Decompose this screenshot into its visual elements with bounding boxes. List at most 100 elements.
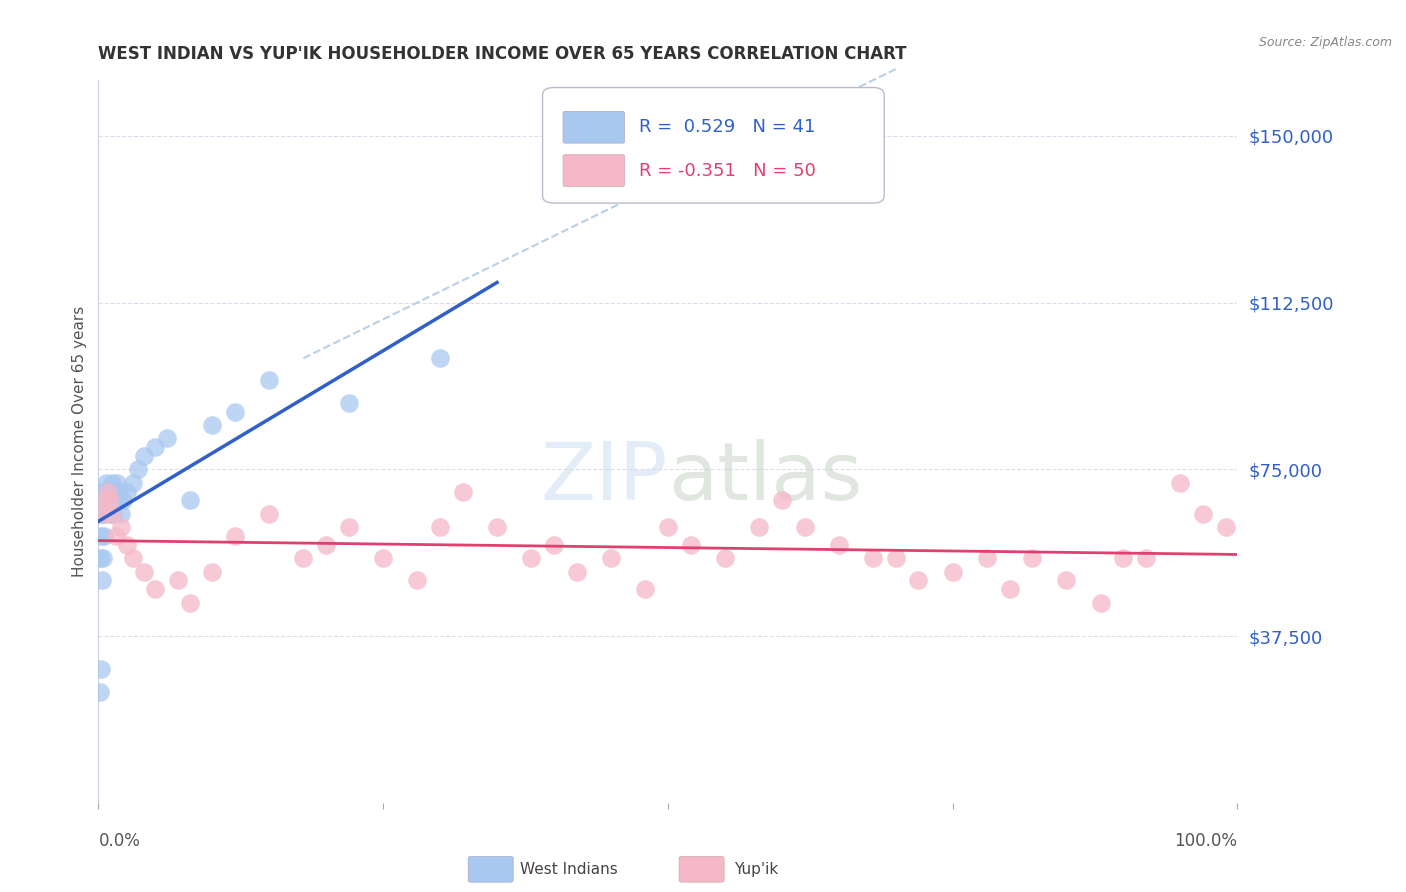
Point [104,484,127,499]
Text: ZIP: ZIP [540,439,668,516]
Point [714,551,737,566]
Point [657,520,679,534]
Point [90,529,112,543]
Point [132,565,155,579]
Point [145,440,167,454]
Point [97,484,120,499]
Point [828,538,851,552]
Point [201,565,224,579]
Text: Source: ZipAtlas.com: Source: ZipAtlas.com [1258,36,1392,49]
Point [486,520,509,534]
Point [98,493,121,508]
Point [91,551,114,566]
Point [600,551,623,566]
Point [406,574,429,588]
Point [1112,551,1135,566]
Point [259,507,281,521]
Point [167,574,190,588]
Point [429,520,451,534]
Text: Yup'ik: Yup'ik [734,863,778,877]
Point [942,565,965,579]
Point [634,582,657,597]
Text: 0.0%: 0.0% [98,831,141,850]
Point [565,565,588,579]
Point [96,493,118,508]
Point [89,551,111,566]
Point [259,373,281,387]
Point [96,484,118,499]
Point [110,520,132,534]
Point [748,520,770,534]
Point [179,596,201,610]
Text: 100.0%: 100.0% [1174,831,1237,850]
Point [862,551,884,566]
Point [337,520,360,534]
Point [115,538,138,552]
Point [93,529,115,543]
Point [90,574,112,588]
Point [100,484,122,499]
Point [1090,596,1112,610]
Point [156,431,179,445]
Point [104,529,127,543]
Point [770,493,793,508]
Point [94,493,117,508]
Point [121,551,143,566]
Point [98,507,121,521]
Text: WEST INDIAN VS YUP'IK HOUSEHOLDER INCOME OVER 65 YEARS CORRELATION CHART: WEST INDIAN VS YUP'IK HOUSEHOLDER INCOME… [98,45,907,63]
Point [429,351,451,366]
Point [1215,520,1237,534]
Point [1170,475,1192,490]
Point [94,507,117,521]
FancyBboxPatch shape [543,87,884,203]
Point [679,538,702,552]
Point [1135,551,1157,566]
Point [98,493,121,508]
Point [292,551,315,566]
Point [96,475,118,490]
Point [93,493,115,508]
Point [108,484,131,499]
Point [337,395,360,409]
Point [1054,574,1078,588]
Point [998,582,1021,597]
Point [103,507,125,521]
Point [201,417,224,432]
Text: R = -0.351   N = 50: R = -0.351 N = 50 [640,161,817,179]
Point [145,582,167,597]
Point [96,493,118,508]
Point [884,551,907,566]
Point [793,520,815,534]
Point [103,493,125,508]
FancyBboxPatch shape [562,112,624,143]
Point [371,551,394,566]
Point [976,551,998,566]
Point [451,484,474,499]
Point [315,538,337,552]
Point [179,493,201,508]
Text: atlas: atlas [668,439,862,516]
Point [520,551,543,566]
Point [91,484,114,499]
Point [224,529,246,543]
Point [90,507,112,521]
Point [90,507,112,521]
Point [115,484,138,499]
Point [110,507,132,521]
Point [132,449,155,463]
Point [90,662,112,676]
Point [94,484,117,499]
Point [91,507,114,521]
Point [1021,551,1043,566]
Point [105,475,128,490]
Point [543,538,565,552]
Point [101,475,124,490]
Point [89,684,111,698]
Point [101,507,124,521]
Point [107,493,129,508]
Point [127,462,149,476]
Point [224,404,246,418]
Y-axis label: Householder Income Over 65 years: Householder Income Over 65 years [72,306,87,577]
Point [112,493,135,508]
Text: R =  0.529   N = 41: R = 0.529 N = 41 [640,119,815,136]
